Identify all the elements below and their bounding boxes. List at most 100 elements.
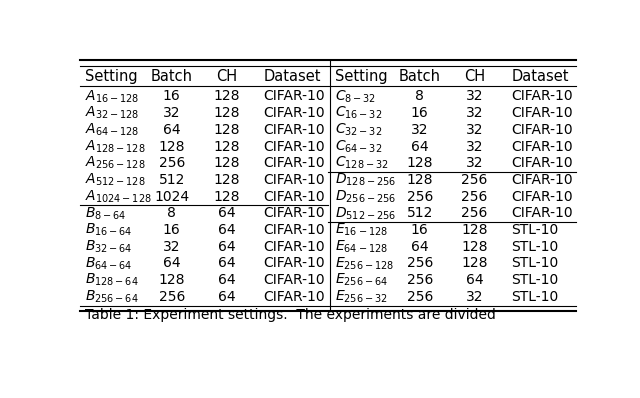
Text: 16: 16 xyxy=(411,223,429,237)
Text: 1024: 1024 xyxy=(154,189,189,204)
Text: 64: 64 xyxy=(218,273,235,287)
Text: CIFAR-10: CIFAR-10 xyxy=(264,106,325,120)
Text: $A_{16-128}$: $A_{16-128}$ xyxy=(85,88,140,105)
Text: 32: 32 xyxy=(465,156,483,170)
Text: CIFAR-10: CIFAR-10 xyxy=(264,290,325,304)
Text: $A_{1024-128}$: $A_{1024-128}$ xyxy=(85,188,152,205)
Text: STL-10: STL-10 xyxy=(511,290,559,304)
Text: 32: 32 xyxy=(465,123,483,137)
Text: Dataset: Dataset xyxy=(511,69,569,84)
Text: 256: 256 xyxy=(461,173,488,187)
Text: CH: CH xyxy=(464,69,485,84)
Text: 128: 128 xyxy=(213,123,239,137)
Text: 16: 16 xyxy=(163,90,180,103)
Text: 64: 64 xyxy=(465,273,483,287)
Text: STL-10: STL-10 xyxy=(511,256,559,270)
Text: CH: CH xyxy=(216,69,237,84)
Text: 256: 256 xyxy=(159,156,185,170)
Text: 128: 128 xyxy=(213,173,239,187)
Text: 32: 32 xyxy=(411,123,429,137)
Text: CIFAR-10: CIFAR-10 xyxy=(511,90,573,103)
Text: CIFAR-10: CIFAR-10 xyxy=(511,156,573,170)
Text: $E_{256-64}$: $E_{256-64}$ xyxy=(335,272,388,288)
Text: CIFAR-10: CIFAR-10 xyxy=(264,156,325,170)
Text: $D_{256-256}$: $D_{256-256}$ xyxy=(335,188,396,205)
Text: $B_{8-64}$: $B_{8-64}$ xyxy=(85,205,126,222)
Text: $D_{128-256}$: $D_{128-256}$ xyxy=(335,172,396,188)
Text: 64: 64 xyxy=(163,123,180,137)
Text: Batch: Batch xyxy=(151,69,193,84)
Text: 16: 16 xyxy=(411,106,429,120)
Text: 256: 256 xyxy=(461,206,488,220)
Text: CIFAR-10: CIFAR-10 xyxy=(264,90,325,103)
Text: 128: 128 xyxy=(461,240,488,254)
Text: $A_{128-128}$: $A_{128-128}$ xyxy=(85,139,145,155)
Text: 128: 128 xyxy=(159,140,185,154)
Text: 32: 32 xyxy=(163,240,180,254)
Text: CIFAR-10: CIFAR-10 xyxy=(264,256,325,270)
Text: 128: 128 xyxy=(213,90,239,103)
Text: CIFAR-10: CIFAR-10 xyxy=(264,223,325,237)
Text: 256: 256 xyxy=(406,189,433,204)
Text: $E_{16-128}$: $E_{16-128}$ xyxy=(335,222,388,238)
Text: $E_{64-128}$: $E_{64-128}$ xyxy=(335,238,388,255)
Text: 256: 256 xyxy=(461,189,488,204)
Text: 16: 16 xyxy=(163,223,180,237)
Text: 32: 32 xyxy=(163,106,180,120)
Text: STL-10: STL-10 xyxy=(511,223,559,237)
Text: CIFAR-10: CIFAR-10 xyxy=(511,173,573,187)
Text: Setting: Setting xyxy=(335,69,388,84)
Text: Table 1: Experiment settings.  The experiments are divided: Table 1: Experiment settings. The experi… xyxy=(85,308,496,322)
Text: CIFAR-10: CIFAR-10 xyxy=(511,123,573,137)
Text: CIFAR-10: CIFAR-10 xyxy=(264,123,325,137)
Text: 128: 128 xyxy=(461,223,488,237)
Text: $C_{32-32}$: $C_{32-32}$ xyxy=(335,122,383,138)
Text: 128: 128 xyxy=(461,256,488,270)
Text: 128: 128 xyxy=(213,156,239,170)
Text: 256: 256 xyxy=(406,290,433,304)
Text: 512: 512 xyxy=(406,206,433,220)
Text: 8: 8 xyxy=(415,90,424,103)
Text: CIFAR-10: CIFAR-10 xyxy=(264,206,325,220)
Text: $C_{128-32}$: $C_{128-32}$ xyxy=(335,155,389,172)
Text: 64: 64 xyxy=(411,140,429,154)
Text: 64: 64 xyxy=(411,240,429,254)
Text: CIFAR-10: CIFAR-10 xyxy=(264,173,325,187)
Text: $E_{256-32}$: $E_{256-32}$ xyxy=(335,289,388,305)
Text: Setting: Setting xyxy=(85,69,138,84)
Text: 32: 32 xyxy=(465,90,483,103)
Text: 64: 64 xyxy=(218,223,235,237)
Text: $A_{32-128}$: $A_{32-128}$ xyxy=(85,105,140,121)
Text: Batch: Batch xyxy=(399,69,441,84)
Text: 64: 64 xyxy=(218,256,235,270)
Text: 64: 64 xyxy=(218,206,235,220)
Text: 32: 32 xyxy=(465,106,483,120)
Text: 128: 128 xyxy=(406,156,433,170)
Text: 256: 256 xyxy=(159,290,185,304)
Text: $B_{256-64}$: $B_{256-64}$ xyxy=(85,289,139,305)
Text: $C_{8-32}$: $C_{8-32}$ xyxy=(335,88,376,105)
Text: $C_{64-32}$: $C_{64-32}$ xyxy=(335,139,383,155)
Text: 64: 64 xyxy=(218,240,235,254)
Text: $B_{32-64}$: $B_{32-64}$ xyxy=(85,238,132,255)
Text: 32: 32 xyxy=(465,290,483,304)
Text: 128: 128 xyxy=(213,106,239,120)
Text: 128: 128 xyxy=(213,189,239,204)
Text: $C_{16-32}$: $C_{16-32}$ xyxy=(335,105,383,121)
Text: 128: 128 xyxy=(213,140,239,154)
Text: 256: 256 xyxy=(406,256,433,270)
Text: 256: 256 xyxy=(406,273,433,287)
Text: CIFAR-10: CIFAR-10 xyxy=(264,273,325,287)
Text: $A_{256-128}$: $A_{256-128}$ xyxy=(85,155,145,172)
Text: $D_{512-256}$: $D_{512-256}$ xyxy=(335,205,396,222)
Text: CIFAR-10: CIFAR-10 xyxy=(511,106,573,120)
Text: $B_{16-64}$: $B_{16-64}$ xyxy=(85,222,132,238)
Text: 32: 32 xyxy=(465,140,483,154)
Text: 512: 512 xyxy=(159,173,185,187)
Text: 8: 8 xyxy=(167,206,176,220)
Text: $B_{64-64}$: $B_{64-64}$ xyxy=(85,255,132,271)
Text: 64: 64 xyxy=(163,256,180,270)
Text: CIFAR-10: CIFAR-10 xyxy=(264,240,325,254)
Text: CIFAR-10: CIFAR-10 xyxy=(511,140,573,154)
Text: $A_{64-128}$: $A_{64-128}$ xyxy=(85,122,140,138)
